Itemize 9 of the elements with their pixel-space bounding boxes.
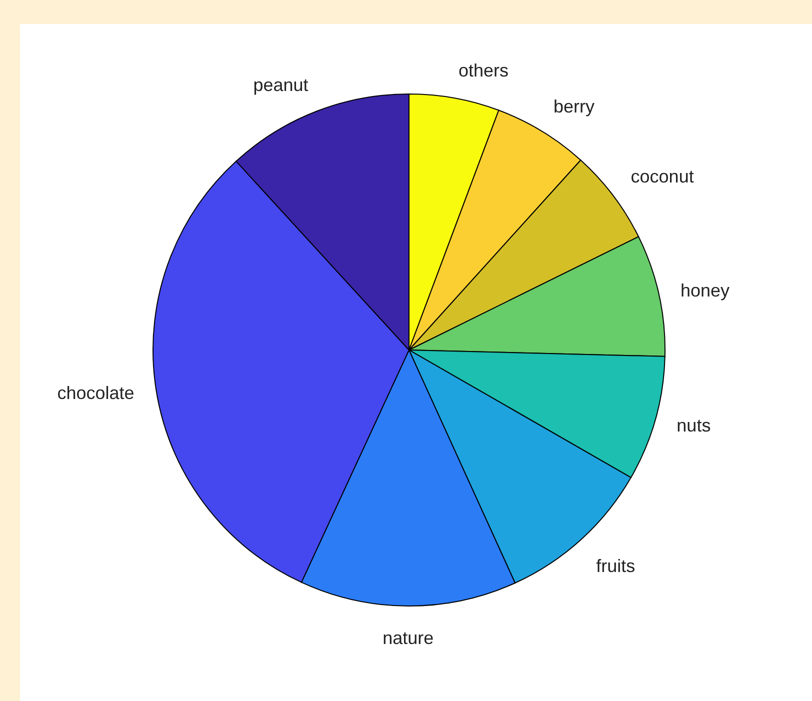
slice-label: nuts bbox=[676, 415, 711, 436]
slice-label: coconut bbox=[630, 166, 694, 186]
slice-label: honey bbox=[680, 280, 730, 301]
slice-label: nature bbox=[382, 628, 434, 648]
slice-label: berry bbox=[554, 96, 595, 117]
slice-label: others bbox=[458, 60, 509, 80]
slice-label: chocolate bbox=[57, 382, 134, 403]
slice-label: fruits bbox=[596, 556, 636, 576]
slice-label: peanut bbox=[253, 74, 308, 95]
